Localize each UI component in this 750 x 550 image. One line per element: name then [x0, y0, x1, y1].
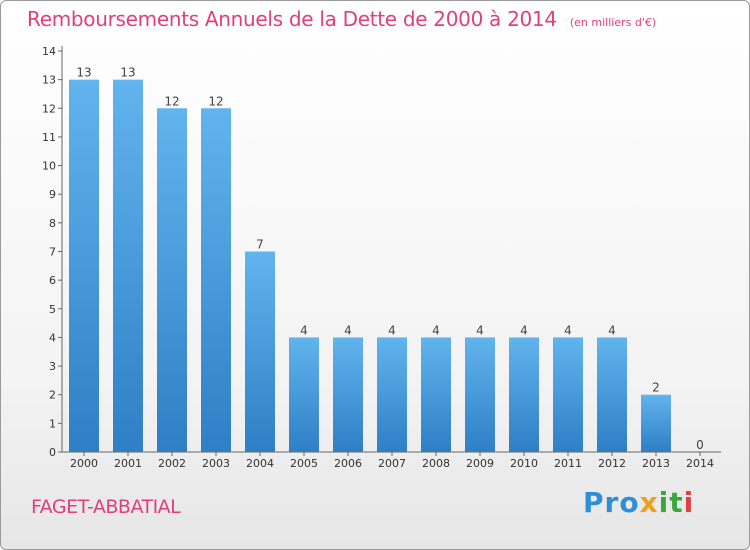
x-tick-label: 2000	[70, 457, 98, 470]
logo-part-2: x	[639, 486, 659, 519]
x-tick-label: 2001	[114, 457, 142, 470]
x-tick-label: 2002	[158, 457, 186, 470]
title-row: Remboursements Annuels de la Dette de 20…	[27, 7, 656, 31]
y-tick-label: 14	[42, 45, 56, 58]
y-tick-label: 10	[42, 160, 56, 173]
y-tick-label: 4	[49, 331, 56, 344]
chart-bars	[69, 79, 671, 453]
chart-title: Remboursements Annuels de la Dette de 20…	[27, 7, 557, 31]
bar	[641, 394, 671, 452]
x-tick-label: 2006	[334, 457, 362, 470]
data-label: 4	[608, 323, 616, 337]
y-tick-label: 11	[42, 131, 56, 144]
data-label: 4	[344, 323, 352, 337]
y-tick-label: 6	[49, 274, 56, 287]
x-tick-label: 2007	[378, 457, 406, 470]
y-tick-label: 2	[49, 389, 56, 402]
y-tick-label: 3	[49, 360, 56, 373]
proxiti-logo: Proxiti	[583, 486, 694, 519]
data-label: 12	[208, 94, 223, 108]
bar	[509, 337, 539, 452]
y-tick-label: 8	[49, 217, 56, 230]
data-label: 13	[76, 66, 91, 80]
x-tick-label: 2012	[598, 457, 626, 470]
bar	[597, 337, 627, 452]
x-tick-label: 2010	[510, 457, 538, 470]
bar	[377, 337, 407, 452]
data-label: 4	[564, 323, 572, 337]
bar	[333, 337, 363, 452]
bar	[421, 337, 451, 452]
logo-part-3: it	[658, 486, 684, 519]
commune-name: FAGET-ABBATIAL	[31, 496, 181, 518]
bar	[245, 251, 275, 452]
x-tick-label: 2003	[202, 457, 230, 470]
bar	[69, 79, 99, 453]
chart-labels: 2000 13 2001 13 2002 12 2003 12 2004 7 2005 4 2006 4 2…	[70, 66, 714, 470]
y-tick-label: 7	[49, 246, 56, 259]
data-label: 4	[520, 323, 528, 337]
data-label: 4	[300, 323, 308, 337]
y-tick-label: 13	[42, 74, 56, 87]
data-label: 4	[476, 323, 484, 337]
x-tick-label: 2004	[246, 457, 274, 470]
data-label: 13	[120, 66, 135, 80]
logo-part-4: i	[683, 486, 695, 519]
logo-part-1: Pro	[583, 486, 640, 519]
bar	[465, 337, 495, 452]
x-tick-label: 2005	[290, 457, 318, 470]
x-tick-label: 2008	[422, 457, 450, 470]
y-tick-label: 1	[49, 417, 56, 430]
x-tick-label: 2009	[466, 457, 494, 470]
x-tick-label: 2014	[686, 457, 714, 470]
data-label: 4	[432, 323, 440, 337]
bar	[157, 108, 187, 453]
data-label: 4	[388, 323, 396, 337]
bar	[553, 337, 583, 452]
chart-subtitle: (en milliers d'€)	[569, 16, 657, 29]
y-tick-label: 9	[49, 188, 56, 201]
y-tick-label: 12	[42, 102, 56, 115]
data-label: 12	[164, 94, 179, 108]
data-label: 0	[696, 438, 704, 452]
data-label: 7	[256, 238, 264, 252]
x-tick-label: 2011	[554, 457, 582, 470]
y-tick-label: 5	[49, 303, 56, 316]
x-tick-label: 2013	[642, 457, 670, 470]
bar	[113, 79, 143, 453]
y-tick-label: 0	[49, 446, 56, 459]
bar	[201, 108, 231, 453]
data-label: 2	[652, 381, 660, 395]
bar	[289, 337, 319, 452]
